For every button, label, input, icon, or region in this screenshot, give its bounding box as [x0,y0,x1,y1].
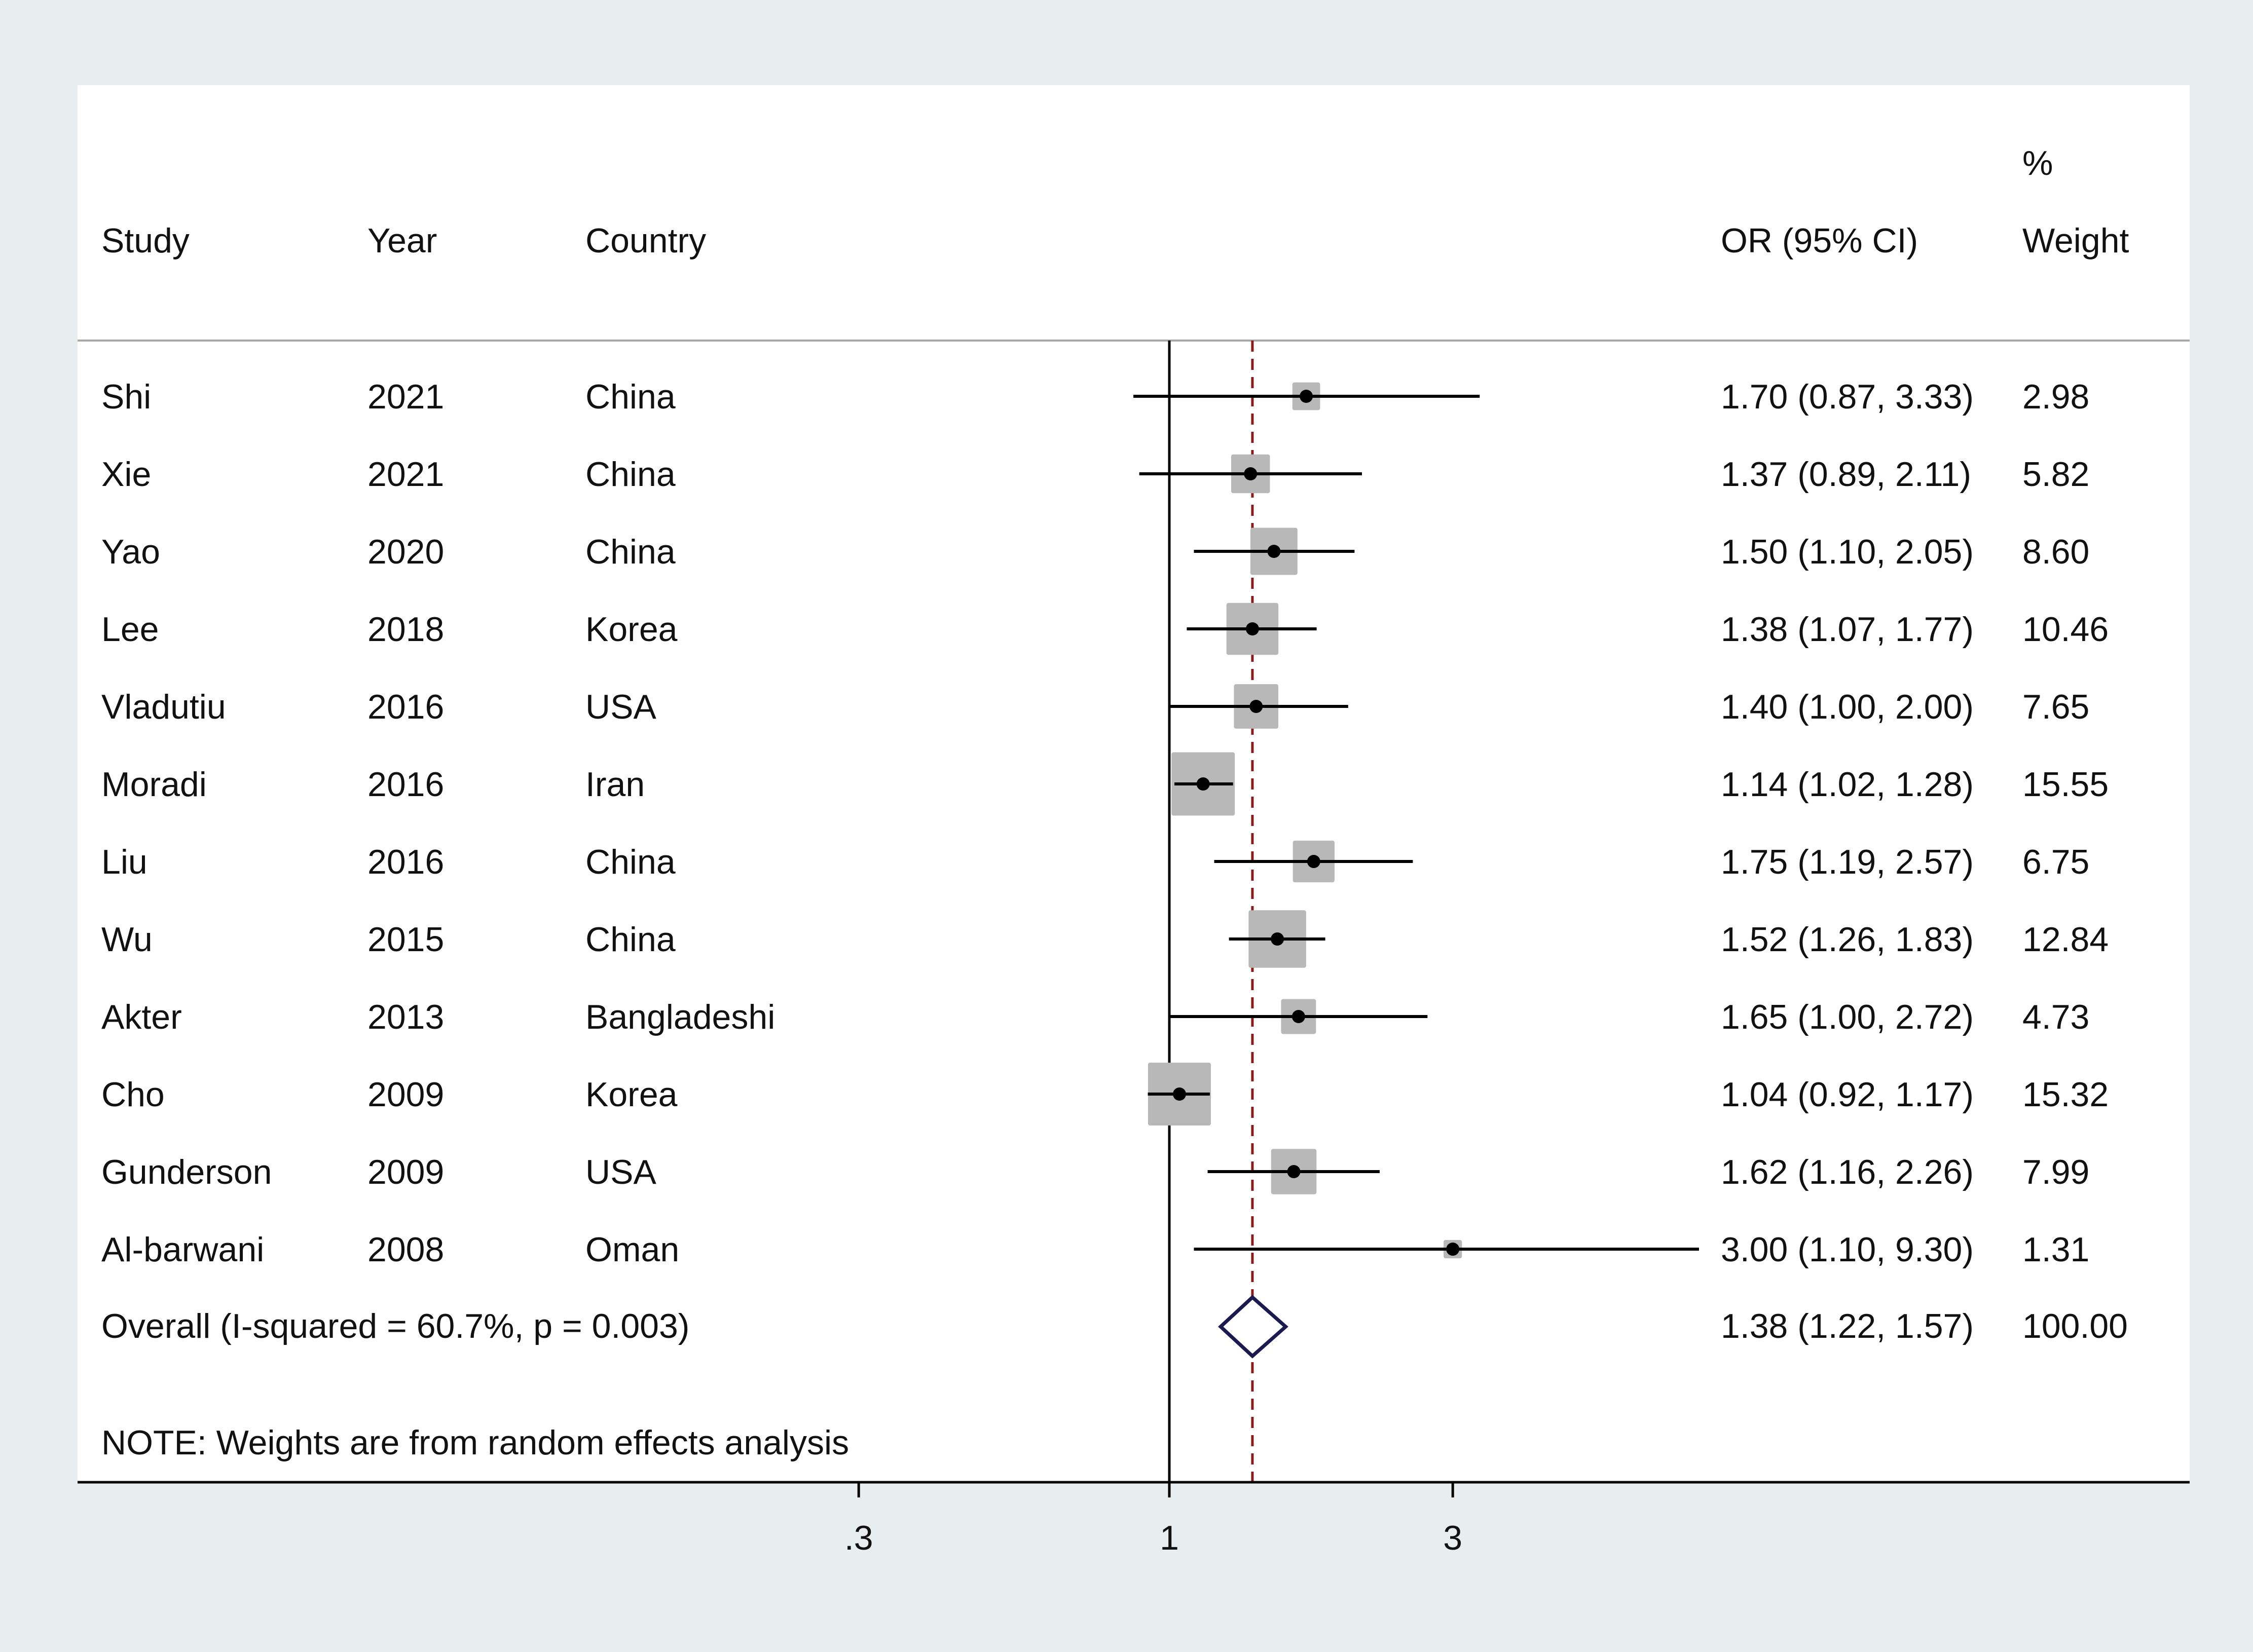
study-name: Al-barwani [101,1230,264,1269]
study-weight: 2.98 [2022,378,2089,416]
study-country: China [585,455,676,494]
header-or-ci: OR (95% CI) [1721,221,1918,260]
study-year: 2016 [367,843,444,881]
study-country: Iran [585,765,645,804]
header-study: Study [101,221,190,260]
row-layer: Shi 2021 China 1.70 (0.87, 3.33) 2.98 Xie 2021… [101,378,2109,1269]
x-tick-label: 1 [1160,1519,1179,1557]
study-weight: 7.65 [2022,688,2089,726]
study-or-ci: 1.50 (1.10, 2.05) [1721,533,1974,571]
study-year: 2013 [367,998,444,1036]
header-year: Year [367,221,437,260]
header-weight-percent: % [2022,144,2053,182]
study-weight: 1.31 [2022,1230,2089,1269]
point-estimate [1172,1087,1186,1101]
x-tick-label: .3 [844,1519,873,1557]
point-estimate [1307,855,1320,868]
study-or-ci: 1.38 (1.07, 1.77) [1721,610,1974,649]
study-or-ci: 1.37 (0.89, 2.11) [1721,455,1971,494]
study-country: China [585,533,676,571]
study-name: Lee [101,610,159,649]
study-name: Wu [101,920,153,959]
study-weight: 5.82 [2022,455,2089,494]
study-weight: 7.99 [2022,1153,2089,1191]
study-weight: 15.32 [2022,1075,2109,1114]
study-year: 2016 [367,688,444,726]
study-or-ci: 1.75 (1.19, 2.57) [1721,843,1974,881]
plot-panel [78,85,2190,1484]
study-year: 2018 [367,610,444,649]
study-name: Cho [101,1075,165,1114]
study-country: USA [585,688,656,726]
study-country: Oman [585,1230,679,1269]
point-estimate [1291,1010,1305,1023]
overall-label: Overall (I-squared = 60.7%, p = 0.003) [101,1307,689,1345]
overall-or-ci: 1.38 (1.22, 1.57) [1721,1307,1974,1345]
point-estimate [1287,1165,1301,1178]
study-or-ci: 1.52 (1.26, 1.83) [1721,920,1974,959]
study-weight: 12.84 [2022,920,2109,959]
study-name: Xie [101,455,151,494]
point-estimate [1249,700,1263,713]
study-or-ci: 1.70 (0.87, 3.33) [1721,378,1974,416]
weights-note: NOTE: Weights are from random effects an… [101,1423,849,1462]
point-estimate [1446,1243,1460,1256]
point-estimate [1244,467,1258,480]
point-estimate [1300,390,1313,403]
study-weight: 15.55 [2022,765,2109,804]
study-or-ci: 1.65 (1.00, 2.72) [1721,998,1974,1036]
study-weight: 8.60 [2022,533,2089,571]
study-country: Bangladeshi [585,998,775,1036]
overall-diamond [1218,1295,1288,1359]
header-weight: Weight [2022,221,2129,260]
study-or-ci: 1.62 (1.16, 2.26) [1721,1153,1974,1191]
study-name: Yao [101,533,160,571]
study-country: USA [585,1153,656,1191]
x-axis-ticks: .3 1 3 [844,1482,1462,1557]
point-estimate [1196,777,1210,791]
study-name: Moradi [101,765,207,804]
study-weight: 4.73 [2022,998,2089,1036]
point-estimate [1245,622,1259,635]
study-or-ci: 1.14 (1.02, 1.28) [1721,765,1974,804]
study-year: 2008 [367,1230,444,1269]
study-weight: 6.75 [2022,843,2089,881]
study-year: 2009 [367,1153,444,1191]
study-name: Liu [101,843,147,881]
study-country: China [585,378,676,416]
study-or-ci: 3.00 (1.10, 9.30) [1721,1230,1974,1269]
plot-layer [1133,341,1699,1482]
study-name: Shi [101,378,151,416]
point-estimate [1267,545,1281,558]
study-year: 2009 [367,1075,444,1114]
study-year: 2016 [367,765,444,804]
study-year: 2021 [367,455,444,494]
study-or-ci: 1.40 (1.00, 2.00) [1721,688,1974,726]
overall-weight: 100.00 [2022,1307,2128,1345]
point-estimate [1271,932,1284,946]
study-name: Vladutiu [101,688,226,726]
header-country: Country [585,221,706,260]
study-weight: 10.46 [2022,610,2109,649]
study-name: Gunderson [101,1153,272,1191]
study-year: 2020 [367,533,444,571]
study-country: China [585,843,676,881]
study-or-ci: 1.04 (0.92, 1.17) [1721,1075,1974,1114]
study-country: China [585,920,676,959]
x-tick-label: 3 [1443,1519,1462,1557]
study-year: 2021 [367,378,444,416]
study-country: Korea [585,1075,678,1114]
study-year: 2015 [367,920,444,959]
study-name: Akter [101,998,182,1036]
study-country: Korea [585,610,678,649]
